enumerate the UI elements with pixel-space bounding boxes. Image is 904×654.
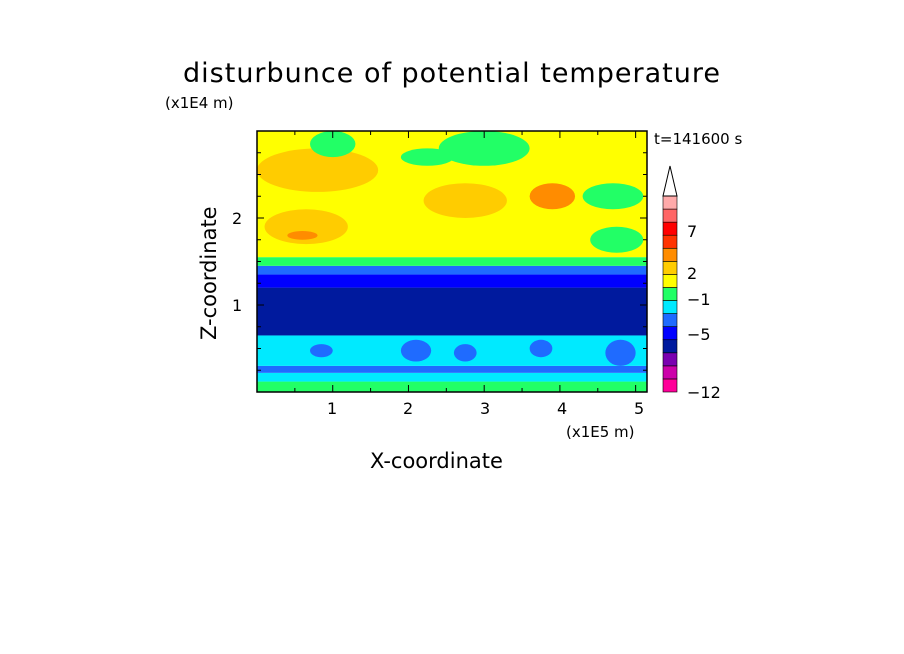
contour-feature bbox=[453, 344, 477, 362]
contour-layer bbox=[257, 365, 647, 373]
colorbar-segment bbox=[662, 195, 678, 210]
colorbar-segment bbox=[662, 365, 678, 380]
contour-feature bbox=[400, 148, 454, 166]
contour-field bbox=[257, 131, 647, 392]
colorbar-tick-label: 2 bbox=[687, 264, 698, 283]
time-label: t=141600 s bbox=[654, 130, 743, 148]
colorbar-tick-label: −1 bbox=[687, 290, 711, 309]
contour-feature bbox=[310, 344, 333, 358]
colorbar bbox=[662, 165, 678, 393]
contour-layer bbox=[257, 381, 647, 392]
x-tick-label: 1 bbox=[327, 399, 338, 418]
contour-feature bbox=[582, 183, 644, 210]
chart-title: disturbunce of potential temperature bbox=[183, 58, 721, 89]
colorbar-segment bbox=[662, 261, 678, 275]
y-tick-label: 1 bbox=[232, 296, 243, 315]
colorbar-segment bbox=[662, 287, 678, 301]
colorbar-segment bbox=[662, 313, 678, 327]
contour-feature bbox=[264, 209, 348, 245]
colorbar-segment bbox=[662, 378, 678, 393]
colorbar-segment bbox=[662, 326, 678, 341]
y-tick-label: 2 bbox=[232, 209, 243, 228]
colorbar-tick-label: 7 bbox=[687, 222, 698, 241]
colorbar-tick-label: −5 bbox=[687, 325, 711, 344]
y-axis-title: Z-coordinate bbox=[197, 206, 221, 340]
contour-layer bbox=[257, 372, 647, 382]
colorbar-segment bbox=[662, 234, 678, 249]
contour-feature bbox=[400, 339, 432, 362]
contour-layer bbox=[257, 257, 647, 266]
colorbar-tick-label: −12 bbox=[687, 383, 721, 402]
colorbar-segment bbox=[662, 247, 678, 262]
contour-feature bbox=[287, 231, 318, 240]
colorbar-segment bbox=[662, 221, 678, 236]
colorbar-extend-arrow bbox=[662, 165, 678, 197]
contour-layer bbox=[257, 287, 647, 336]
y-scale-note: (x1E4 m) bbox=[165, 94, 234, 112]
x-tick-label: 5 bbox=[634, 399, 645, 418]
contour-layer bbox=[257, 274, 647, 288]
contour-feature bbox=[423, 183, 507, 219]
x-tick-label: 3 bbox=[480, 399, 491, 418]
contour-layer bbox=[257, 265, 647, 275]
colorbar-segment bbox=[662, 274, 678, 288]
contour-feature bbox=[438, 131, 530, 166]
colorbar-segment bbox=[662, 300, 678, 314]
x-scale-note: (x1E5 m) bbox=[566, 423, 635, 441]
contour-feature bbox=[605, 339, 636, 366]
axis-ticks bbox=[256, 130, 647, 393]
x-axis-title: X-coordinate bbox=[370, 449, 503, 473]
colorbar-segment bbox=[662, 352, 678, 367]
contour-feature bbox=[529, 183, 576, 210]
x-tick-label: 4 bbox=[557, 399, 568, 418]
x-tick-label: 2 bbox=[403, 399, 414, 418]
colorbar-segment bbox=[662, 208, 678, 223]
contour-feature bbox=[590, 226, 644, 253]
contour-feature bbox=[529, 339, 553, 358]
contour-feature bbox=[310, 131, 356, 158]
contour-feature bbox=[257, 148, 379, 192]
colorbar-segment bbox=[662, 339, 678, 354]
